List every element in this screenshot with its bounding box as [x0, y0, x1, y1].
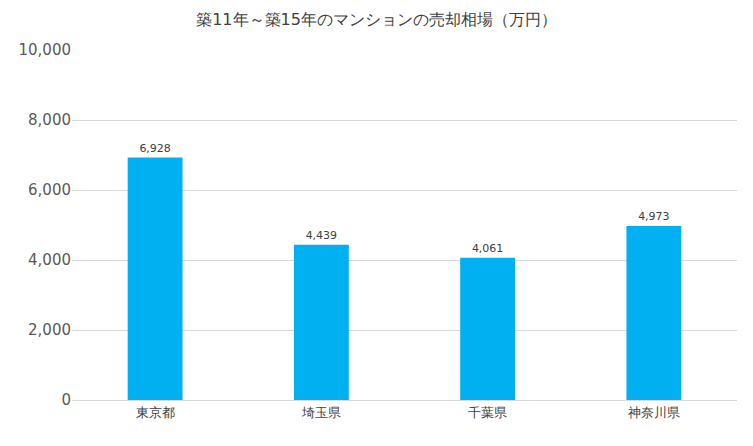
svg-text:築11年～築15年のマンションの売却相場（万円）: 築11年～築15年のマンションの売却相場（万円）	[196, 10, 557, 29]
svg-text:埼玉県: 埼玉県	[301, 405, 341, 420]
svg-text:千葉県: 千葉県	[468, 405, 507, 420]
svg-text:0: 0	[61, 391, 71, 409]
svg-text:4,000: 4,000	[28, 251, 71, 269]
svg-text:4,439: 4,439	[306, 229, 338, 242]
svg-text:4,061: 4,061	[472, 242, 504, 255]
svg-text:8,000: 8,000	[28, 111, 71, 129]
svg-text:6,000: 6,000	[28, 181, 71, 199]
svg-text:神奈川県: 神奈川県	[628, 405, 680, 420]
svg-text:10,000: 10,000	[19, 41, 72, 59]
svg-text:4,973: 4,973	[638, 210, 670, 223]
svg-text:2,000: 2,000	[28, 321, 71, 339]
svg-text:6,928: 6,928	[139, 142, 171, 155]
svg-text:東京都: 東京都	[136, 405, 175, 420]
